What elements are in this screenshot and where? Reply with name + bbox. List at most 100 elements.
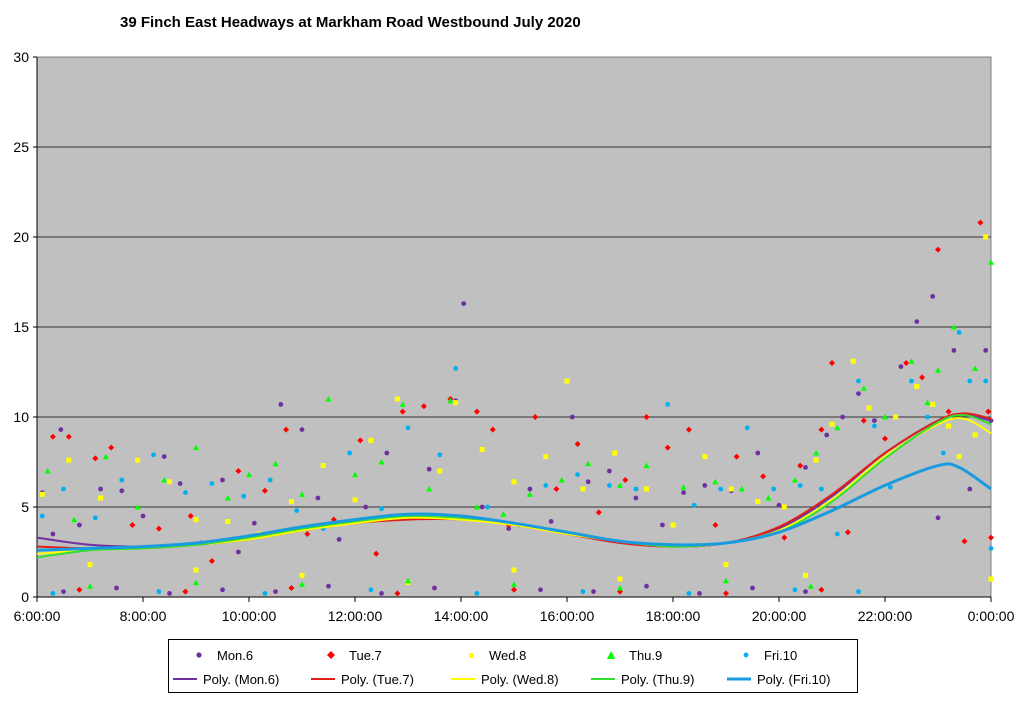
data-point-mon6 xyxy=(61,589,66,594)
data-point-thu9 xyxy=(193,444,199,451)
data-point-mon6 xyxy=(538,587,543,593)
data-point-fri10 xyxy=(405,425,411,431)
data-point-tue7 xyxy=(235,468,242,474)
data-point-thu9 xyxy=(193,579,199,586)
data-point-tue7 xyxy=(961,538,968,545)
data-point-tue7 xyxy=(373,550,380,557)
legend-line-poly-mon6 xyxy=(173,673,197,685)
data-point-mon6 xyxy=(177,481,183,486)
data-point-mon6 xyxy=(548,519,554,524)
data-point-mon6 xyxy=(167,591,172,596)
data-point-wed8 xyxy=(167,479,172,485)
data-point-tue7 xyxy=(511,586,517,593)
legend-item-poly-mon6: Poly. (Mon.6) xyxy=(173,668,279,690)
data-point-thu9 xyxy=(399,401,406,407)
trend-line-fri10 xyxy=(36,462,992,552)
data-point-mon6 xyxy=(755,450,761,456)
x-tick-label: 10:00:00 xyxy=(222,608,277,624)
data-point-thu9 xyxy=(224,495,231,501)
data-point-wed8 xyxy=(580,486,586,492)
data-point-wed8 xyxy=(564,378,570,384)
data-point-tue7 xyxy=(595,509,602,516)
data-point-mon6 xyxy=(315,495,321,501)
data-point-mon6 xyxy=(326,583,331,589)
data-point-mon6 xyxy=(119,488,125,494)
data-point-fri10 xyxy=(686,591,692,596)
data-point-tue7 xyxy=(473,408,480,415)
data-point-mon6 xyxy=(527,486,533,492)
axes: 0 5 10 15 20 25 30 6:00:00 8:00:00 10:00:00 12:00:… xyxy=(13,49,1014,624)
data-point-fri10 xyxy=(909,378,914,384)
data-point-fri10 xyxy=(485,504,490,510)
data-point-fri10 xyxy=(294,508,300,513)
data-point-fri10 xyxy=(241,493,247,499)
legend-item-fri10: Fri.10 xyxy=(734,644,797,666)
data-point-thu9 xyxy=(950,324,957,330)
y-tick-label: 20 xyxy=(13,229,29,245)
data-point-mon6 xyxy=(702,483,708,488)
data-point-tue7 xyxy=(977,219,984,226)
data-point-fri10 xyxy=(887,484,893,490)
x-tick-label: 6:00:00 xyxy=(14,608,61,624)
data-point-wed8 xyxy=(288,499,294,505)
data-point-mon6 xyxy=(161,454,167,459)
data-point-wed8 xyxy=(914,383,920,389)
data-point-tue7 xyxy=(643,414,650,420)
data-point-wed8 xyxy=(972,432,978,438)
data-point-fri10 xyxy=(633,486,639,492)
y-tick-label: 10 xyxy=(13,409,29,425)
data-point-thu9 xyxy=(447,397,454,404)
data-point-mon6 xyxy=(569,414,575,420)
data-point-mon6 xyxy=(930,294,936,299)
data-point-fri10 xyxy=(437,452,443,458)
data-point-tue7 xyxy=(49,433,56,440)
data-point-thu9 xyxy=(924,399,931,406)
data-point-tue7 xyxy=(988,534,994,541)
data-point-wed8 xyxy=(803,572,808,578)
data-point-mon6 xyxy=(967,486,973,492)
legend-item-mon6: Mon.6 xyxy=(187,644,253,666)
data-point-mon6 xyxy=(856,391,861,396)
data-point-mon6 xyxy=(607,468,612,474)
data-point-wed8 xyxy=(755,499,761,505)
data-point-tue7 xyxy=(108,444,115,451)
data-point-thu9 xyxy=(511,581,517,587)
data-point-thu9 xyxy=(643,462,650,469)
data-point-wed8 xyxy=(98,495,104,501)
data-point-mon6 xyxy=(50,531,56,537)
data-point-tue7 xyxy=(574,441,581,447)
legend: Mon.6 Tue.7 Wed.8 Thu.9 Fri.10 Poly. (Mo… xyxy=(168,639,858,693)
data-point-tue7 xyxy=(283,426,290,433)
data-point-mon6 xyxy=(506,526,512,531)
data-point-mon6 xyxy=(591,589,596,594)
data-point-wed8 xyxy=(543,454,549,460)
data-point-mon6 xyxy=(461,301,467,306)
legend-line-poly-thu9 xyxy=(591,673,615,685)
data-point-fri10 xyxy=(956,330,962,335)
data-point-tue7 xyxy=(945,408,952,415)
data-point-tue7 xyxy=(882,435,888,442)
legend-label-poly-tue7: Poly. (Tue.7) xyxy=(341,671,414,687)
data-point-wed8 xyxy=(930,401,936,407)
data-point-tue7 xyxy=(304,531,311,537)
legend-label-wed8: Wed.8 xyxy=(489,647,527,663)
x-tick-label: 0:00:00 xyxy=(968,608,1015,624)
data-point-mon6 xyxy=(983,348,989,353)
y-tick-label: 30 xyxy=(13,49,29,65)
data-point-tue7 xyxy=(261,487,268,494)
data-point-tue7 xyxy=(664,444,671,451)
data-point-wed8 xyxy=(728,486,734,492)
legend-marker-wed8 xyxy=(459,649,483,661)
legend-line-poly-wed8 xyxy=(451,673,475,685)
legend-label-tue7: Tue.7 xyxy=(349,647,382,663)
data-point-mon6 xyxy=(914,319,920,324)
data-point-tue7 xyxy=(187,513,194,519)
trend-lines xyxy=(36,412,992,559)
y-tick-label: 15 xyxy=(13,319,29,335)
data-point-wed8 xyxy=(394,396,400,402)
data-point-fri10 xyxy=(691,502,697,508)
legend-marker-fri10 xyxy=(734,649,758,661)
legend-item-poly-fri10: Poly. (Fri.10) xyxy=(727,668,830,690)
legend-item-wed8: Wed.8 xyxy=(459,644,526,666)
